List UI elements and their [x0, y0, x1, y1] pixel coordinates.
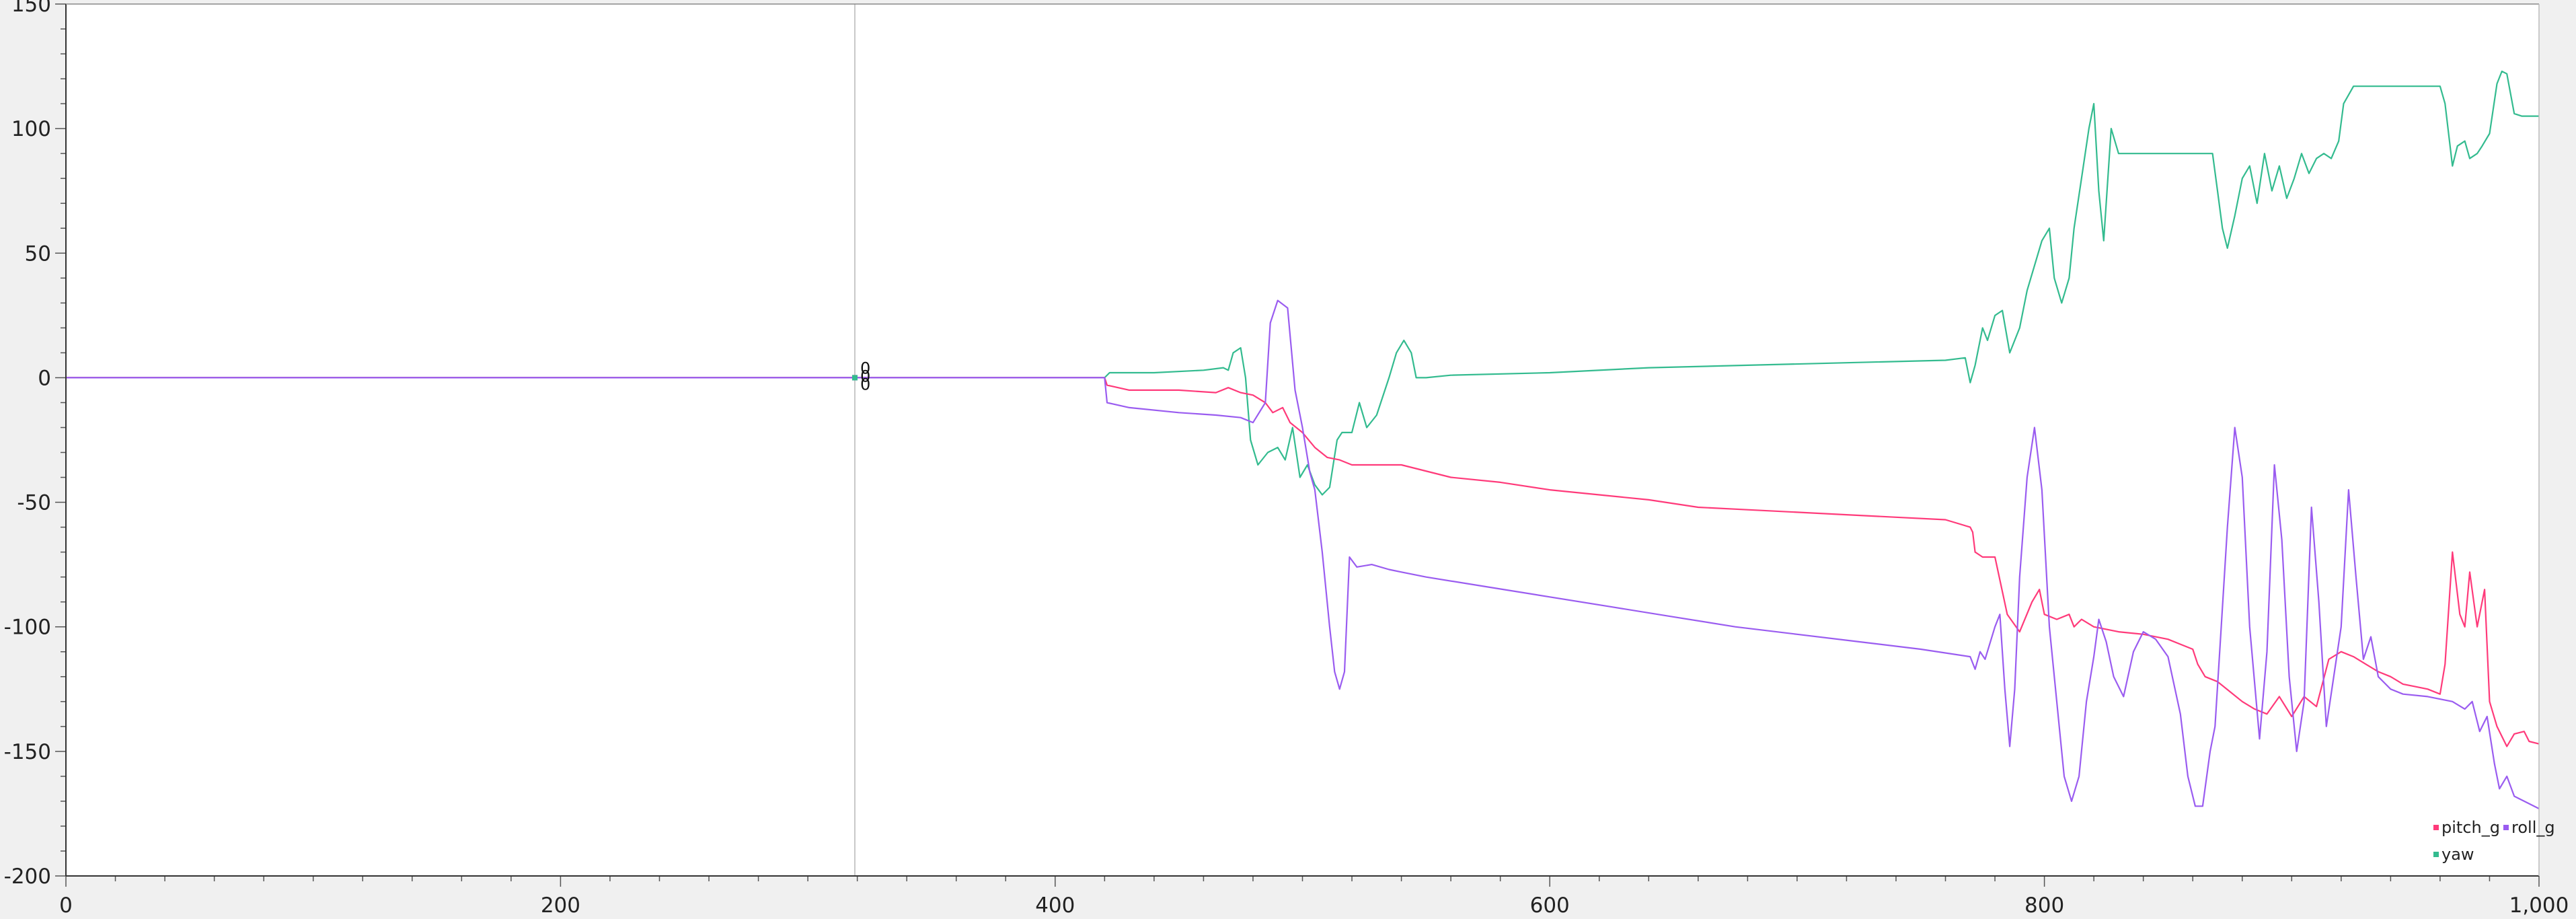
series-line-yaw	[66, 70, 2539, 496]
cursor-marker	[851, 375, 858, 381]
x-tick-label: 200	[541, 893, 580, 916]
series-line-pitch-g	[66, 377, 2540, 747]
series-layer	[66, 70, 2540, 809]
x-tick-label: 1,000	[2509, 893, 2569, 916]
plot-background	[66, 4, 2539, 876]
y-tick-label: -100	[4, 616, 51, 640]
cursor-value-label: 0	[860, 375, 870, 394]
y-tick-label: 100	[11, 117, 51, 141]
legend-label-roll-g: roll_g	[2511, 818, 2555, 837]
y-tick-label: -50	[17, 491, 51, 515]
y-tick-label: -150	[4, 740, 51, 764]
x-tick-label: 600	[1530, 893, 1570, 916]
y-tick-label: -200	[4, 865, 51, 889]
x-tick-label: 800	[2024, 893, 2064, 916]
y-tick-label: 150	[11, 0, 51, 17]
legend-swatch-pitch-g	[2433, 825, 2439, 830]
cursor[interactable]: 000	[851, 4, 870, 876]
axis-ticks: 150 100 50 0 -50 -100 -150 -200 0 200 400 600 800 1,0…	[4, 0, 2569, 918]
axes	[65, 3, 2540, 877]
x-tick-label: 0	[59, 893, 73, 916]
legend-label-pitch-g: pitch_g	[2441, 818, 2500, 837]
cursor-value-label: 0	[860, 359, 870, 377]
legend-swatch-yaw	[2433, 852, 2439, 857]
legend-swatch-roll-g	[2503, 825, 2509, 830]
legend-label-yaw: yaw	[2441, 845, 2474, 864]
series-line-roll-g	[66, 299, 2540, 809]
y-tick-label: 0	[38, 366, 51, 390]
cursor-value-label: 0	[860, 367, 870, 385]
y-tick-label: 50	[25, 242, 51, 266]
x-tick-label: 400	[1035, 893, 1075, 916]
